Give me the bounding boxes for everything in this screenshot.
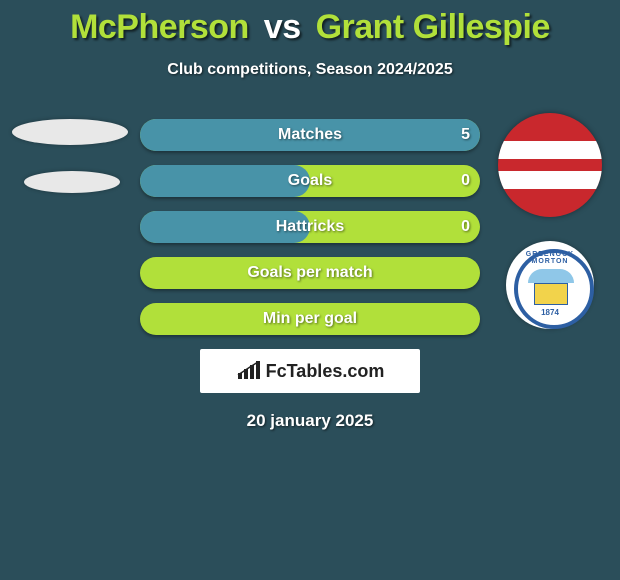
bar-label: Goals bbox=[140, 165, 480, 197]
shirt-stripe bbox=[498, 171, 602, 189]
player1-name: McPherson bbox=[70, 8, 249, 46]
bar-label: Matches bbox=[140, 119, 480, 151]
player2-avatar bbox=[498, 113, 602, 217]
stat-bar-row: Min per goal bbox=[140, 303, 480, 335]
player1-avatar-placeholder bbox=[12, 119, 128, 145]
shirt-stripe bbox=[498, 141, 602, 159]
brand-box: FcTables.com bbox=[200, 349, 420, 393]
stat-bar-row: Goals0 bbox=[140, 165, 480, 197]
bar-right-value: 0 bbox=[461, 165, 470, 197]
snapshot-date: 20 january 2025 bbox=[0, 411, 620, 431]
comparison-title: McPherson vs Grant Gillespie bbox=[0, 0, 620, 47]
bar-label: Hattricks bbox=[140, 211, 480, 243]
stat-bar-row: Hattricks0 bbox=[140, 211, 480, 243]
bar-right-value: 5 bbox=[461, 119, 470, 151]
brand-chart-icon bbox=[236, 361, 262, 381]
crest-flag bbox=[534, 283, 568, 305]
brand-text: FcTables.com bbox=[266, 361, 385, 382]
bar-label: Goals per match bbox=[140, 257, 480, 289]
subtitle: Club competitions, Season 2024/2025 bbox=[0, 61, 620, 79]
bar-label: Min per goal bbox=[140, 303, 480, 335]
stat-bar-row: Goals per match bbox=[140, 257, 480, 289]
player2-column: GREENOCK MORTON 1874 bbox=[490, 113, 610, 329]
player1-club-placeholder bbox=[24, 171, 120, 193]
stat-bar-row: Matches5 bbox=[140, 119, 480, 151]
crest-top-text: GREENOCK MORTON bbox=[506, 251, 594, 265]
main-area: GREENOCK MORTON 1874 Matches5Goals0Hattr… bbox=[0, 119, 620, 431]
stat-bars: Matches5Goals0Hattricks0Goals per matchM… bbox=[140, 119, 480, 335]
vs-label: vs bbox=[264, 8, 301, 46]
player2-name: Grant Gillespie bbox=[316, 8, 550, 46]
player1-column bbox=[6, 119, 134, 219]
crest-water bbox=[528, 269, 574, 283]
crest-year: 1874 bbox=[506, 308, 594, 317]
bar-right-value: 0 bbox=[461, 211, 470, 243]
player2-club-crest: GREENOCK MORTON 1874 bbox=[506, 241, 594, 329]
